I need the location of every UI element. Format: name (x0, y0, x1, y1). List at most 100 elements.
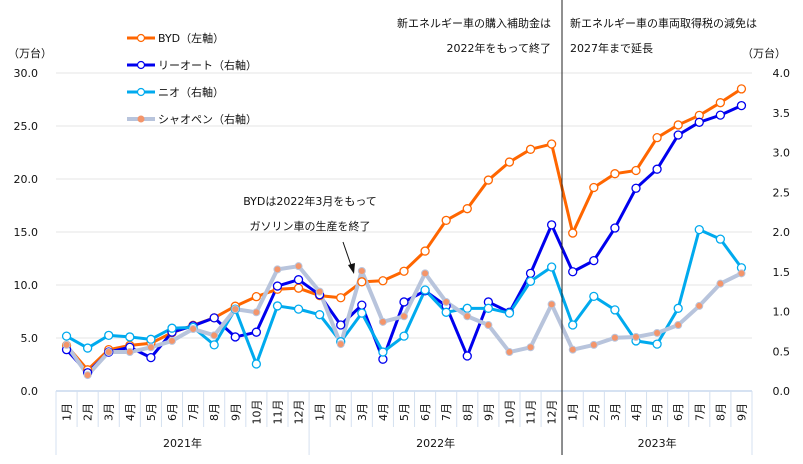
data-point (399, 331, 409, 341)
data-point (568, 267, 578, 277)
month-label: 6月 (672, 403, 685, 421)
right-axis-unit: （万台） (742, 46, 786, 60)
data-point (589, 340, 598, 349)
data-point (631, 165, 641, 176)
right-tick-label: 2.0 (773, 226, 791, 239)
data-point (251, 359, 262, 369)
data-point (504, 157, 515, 167)
data-point (314, 310, 325, 320)
year-label: 2023年 (638, 436, 677, 450)
data-point (189, 324, 198, 333)
data-point (525, 144, 536, 154)
legend: BYD（左軸） リーオート（右軸） ニオ（右軸） シャオペン（右軸） (127, 31, 257, 126)
right-tick-label: 1.0 (773, 306, 791, 319)
data-point (62, 340, 71, 349)
data-point (504, 308, 515, 318)
data-point (568, 228, 578, 238)
data-point (336, 293, 346, 303)
right-tick-label: 3.0 (773, 147, 791, 160)
legend-swatch-marker (136, 87, 146, 97)
month-label: 4月 (377, 403, 390, 421)
data-point (525, 276, 536, 286)
right-tick-label: 0.0 (773, 385, 791, 398)
month-label: 12月 (546, 400, 559, 425)
month-label: 9月 (482, 403, 495, 421)
month-label: 5月 (398, 403, 411, 421)
data-point (462, 303, 472, 313)
data-point (716, 279, 725, 288)
data-point (61, 331, 72, 341)
month-label: 5月 (145, 403, 158, 421)
data-point (546, 220, 557, 230)
month-label: 4月 (124, 403, 137, 421)
data-point (442, 297, 451, 306)
month-label: 10月 (503, 400, 516, 425)
data-point (737, 269, 746, 278)
data-point (209, 313, 219, 323)
data-point (652, 164, 662, 174)
data-point (82, 343, 93, 353)
data-point (526, 343, 535, 352)
left-tick-label: 5.0 (21, 332, 39, 345)
legend-label: シャオペン（右軸） (158, 112, 257, 126)
data-point (104, 348, 113, 357)
data-point (441, 307, 451, 317)
data-point (421, 269, 430, 278)
data-point (653, 328, 662, 337)
data-point (168, 336, 176, 345)
right-tick-label: 4.0 (773, 67, 791, 80)
month-label: 6月 (166, 403, 179, 421)
data-point (695, 301, 704, 310)
month-label: 4月 (630, 403, 643, 421)
data-point (146, 334, 156, 344)
data-point (715, 98, 726, 108)
month-label: 10月 (250, 400, 263, 425)
data-point (694, 224, 704, 235)
annotation-arrow (342, 241, 355, 274)
month-label: 7月 (187, 403, 200, 421)
data-point (146, 352, 156, 363)
month-label: 2月 (588, 403, 601, 421)
data-point (632, 332, 640, 341)
data-point (546, 139, 557, 149)
month-label: 1月 (567, 403, 580, 421)
series-line-3 (64, 264, 743, 378)
data-point (546, 262, 557, 272)
data-point (231, 305, 240, 314)
data-point (652, 339, 662, 349)
month-label: 9月 (735, 403, 748, 421)
data-point (357, 300, 367, 310)
right-tick-label: 0.5 (773, 345, 791, 358)
data-point (293, 275, 304, 285)
month-label: 5月 (651, 403, 664, 421)
data-point (736, 100, 747, 111)
data-point (272, 281, 283, 291)
data-point (484, 321, 493, 330)
left-tick-label: 25.0 (14, 120, 39, 133)
right-tick-label: 2.5 (773, 186, 791, 199)
annotation-tax-1: 新エネルギー車の車両取得税の減免は (570, 16, 757, 30)
data-point (483, 175, 494, 185)
data-point (462, 204, 472, 214)
data-point (273, 265, 282, 274)
left-tick-label: 30.0 (14, 67, 39, 80)
data-point (631, 183, 641, 193)
data-point (209, 340, 219, 350)
month-label: 7月 (440, 403, 453, 421)
data-point (378, 317, 387, 326)
legend-swatch-marker (137, 115, 145, 123)
month-label: 1月 (61, 403, 74, 421)
data-point (736, 84, 747, 94)
data-point (694, 117, 704, 127)
data-point (589, 291, 599, 302)
legend-swatch-marker (136, 33, 146, 43)
data-point (441, 215, 451, 225)
data-point (610, 223, 620, 233)
legend-label: リーオート（右軸） (158, 58, 257, 72)
data-point (525, 268, 536, 278)
data-point (420, 285, 430, 295)
legend-label: BYD（左軸） (158, 31, 224, 45)
left-axis-unit: （万台） (8, 46, 52, 60)
